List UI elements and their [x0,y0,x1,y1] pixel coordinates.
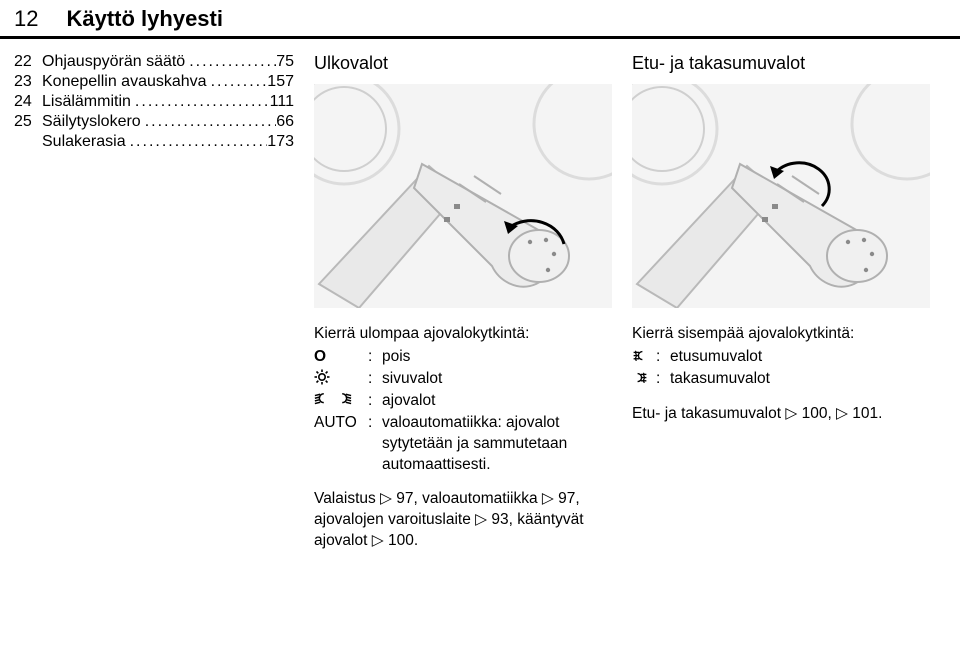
toc-row: 24Lisälämmitin..........................… [14,93,294,111]
low-beam-icon [314,391,330,405]
definition-colon: : [368,413,382,434]
illustration-light-stalk [314,84,612,308]
toc-row: 23Konepellin avauskahva.................… [14,73,294,91]
toc-label: Ohjauspyörän säätö [42,53,185,71]
toc-page: 111 [270,93,294,111]
page-number: 12 [14,6,38,32]
definition-symbol [632,369,656,383]
toc-num: 24 [14,93,42,111]
toc-row: Sulakerasia.............................… [14,133,294,151]
symbol-off-icon: O [314,347,326,361]
toc-dots: ........................................… [126,133,268,151]
definition-symbol [314,369,368,383]
toc-num: 25 [14,113,42,131]
parking-light-icon [314,369,330,383]
toc-num: 23 [14,73,42,91]
definition-value: etusumuvalot [670,347,932,368]
toc-label: Sulakerasia [42,133,126,151]
definition-colon: : [656,347,670,368]
definition-colon: : [656,369,670,390]
front-fog-icon [632,347,648,361]
illustration-fog-stalk [632,84,930,308]
definition-value: pois [382,347,612,368]
low-beam-icon [336,391,352,405]
toc-num: 22 [14,53,42,71]
toc-column: 22Ohjauspyörän säätö....................… [14,53,314,552]
mid-heading: Ulkovalot [314,53,612,74]
right-column: Etu- ja takasumuvalot [632,53,932,552]
definition-row: :sivuvalot [314,369,612,390]
definition-value: ajovalot [382,391,612,412]
definition-symbol: AUTO [314,413,368,427]
right-intro: Kierrä sisempää ajovalokytkintä: [632,324,932,345]
toc-page: 66 [276,113,294,131]
page-header: 12 Käyttö lyhyesti [0,0,960,39]
toc-page: 75 [276,53,294,71]
main-content: 22Ohjauspyörän säätö....................… [0,53,960,552]
definition-colon: : [368,369,382,390]
definition-row: :ajovalot [314,391,612,412]
toc-dots: ........................................… [131,93,270,111]
definition-row: :takasumuvalot [632,369,932,390]
toc-row: 25Säilytyslokero........................… [14,113,294,131]
toc-dots: ........................................… [141,113,277,131]
definition-row: AUTO:valoautomatiikka: ajovalot sytytetä… [314,413,612,476]
mid-intro: Kierrä ulompaa ajovalokytkintä: [314,324,612,345]
toc-dots: ........................................… [207,73,268,91]
right-definitions: :etusumuvalot:takasumuvalot [632,347,932,390]
definition-value: sivuvalot [382,369,612,390]
toc-page: 157 [267,73,294,91]
mid-footer: Valaistus ▷ 97, valoautomatiikka ▷ 97, a… [314,489,612,552]
toc-label: Lisälämmitin [42,93,131,111]
mid-definitions: O:pois:sivuvalot:ajovalotAUTO:valoautoma… [314,347,612,476]
definition-colon: : [368,391,382,412]
middle-column: Ulkovalot [314,53,632,552]
definition-symbol [632,347,656,361]
page-title: Käyttö lyhyesti [66,6,223,32]
toc-row: 22Ohjauspyörän säätö....................… [14,53,294,71]
toc-label: Säilytyslokero [42,113,141,131]
toc-page: 173 [267,133,294,151]
right-footer: Etu- ja takasumuvalot ▷ 100, ▷ 101. [632,404,932,425]
definition-value: valoautomatiikka: ajovalot sytytetään ja… [382,413,612,476]
definition-colon: : [368,347,382,368]
definition-symbol: O [314,347,368,361]
definition-row: :etusumuvalot [632,347,932,368]
symbol-auto: AUTO [314,413,357,427]
rear-fog-icon [632,369,648,383]
right-heading: Etu- ja takasumuvalot [632,53,932,74]
definition-value: takasumuvalot [670,369,932,390]
definition-symbol [314,391,368,405]
toc-dots: ........................................… [185,53,276,71]
toc-label: Konepellin avauskahva [42,73,207,91]
definition-row: O:pois [314,347,612,368]
